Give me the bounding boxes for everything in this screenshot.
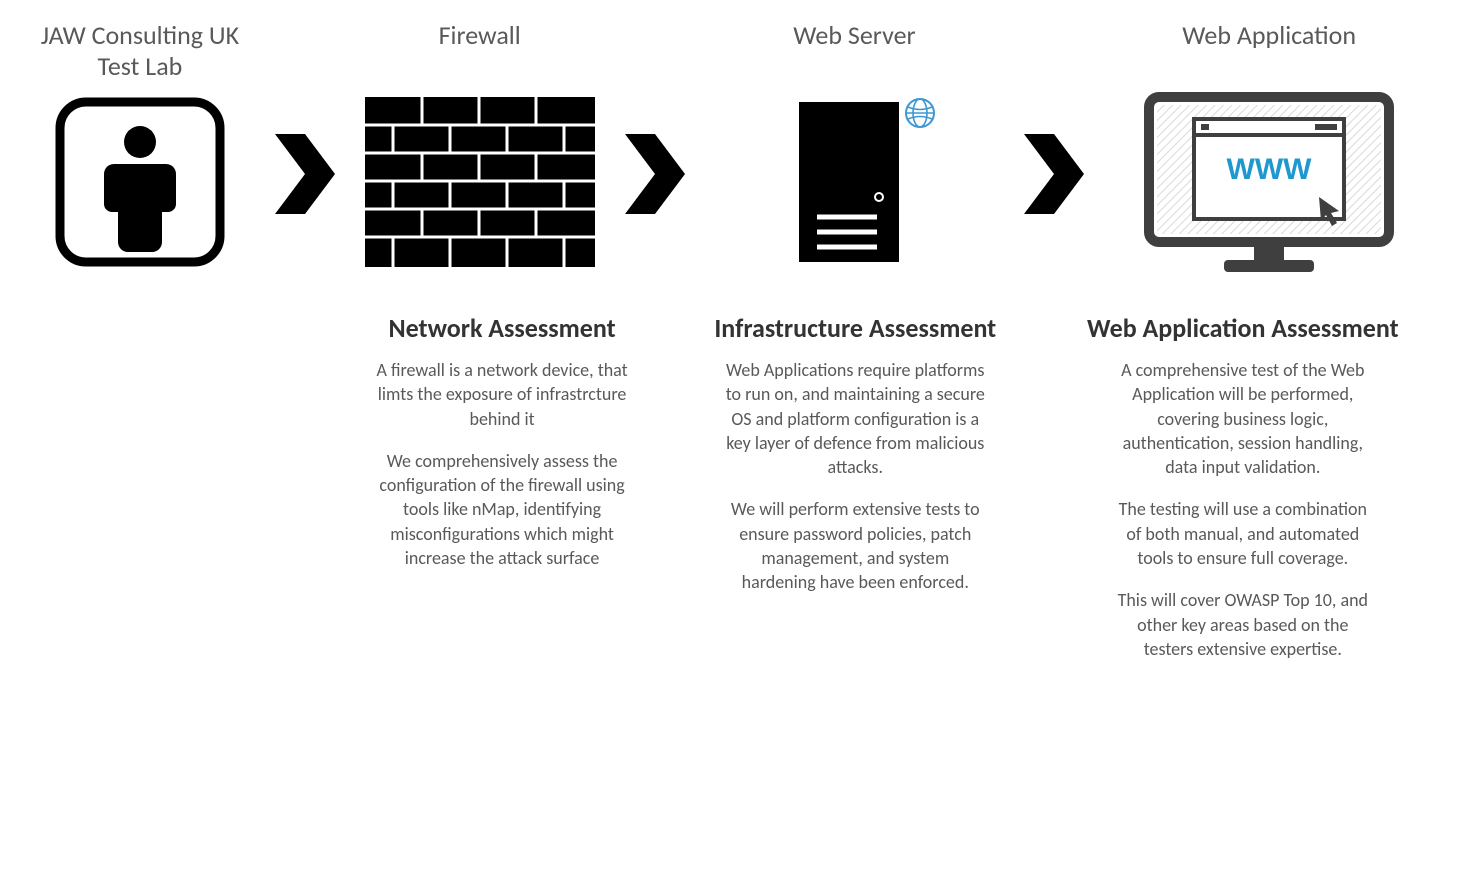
monitor-www-icon: WWW (1139, 92, 1399, 272)
webapp-assessment-col: Web Application Assessment A comprehensi… (1047, 312, 1439, 679)
network-assessment-col: Network Assessment A firewall is a netwo… (350, 312, 654, 679)
stage-title-webserver: Web Server (793, 20, 915, 84)
spacer (20, 312, 350, 679)
assess-body-infra: Web Applications require platforms to ru… (725, 358, 985, 613)
stage-webapp: Web Application (1099, 20, 1439, 272)
stage-title-testlab: JAW Consulting UK Test Lab (41, 20, 239, 84)
assessment-flow-diagram: JAW Consulting UK Test Lab Firewall (0, 0, 1459, 878)
stage-title-webapp: Web Application (1182, 20, 1356, 84)
assess-title-webapp: Web Application Assessment (1087, 312, 1399, 344)
stage-firewall: Firewall (350, 20, 610, 272)
brick-wall-icon (365, 92, 595, 272)
stage-testlab: JAW Consulting UK Test Lab (20, 20, 260, 272)
chevron-icon (610, 20, 700, 264)
server-globe-icon (769, 92, 939, 272)
chevron-icon (1009, 20, 1099, 264)
assess-body-network: A firewall is a network device, that lim… (372, 358, 632, 588)
person-icon (50, 92, 230, 272)
bottom-row: Network Assessment A firewall is a netwo… (20, 312, 1439, 679)
assess-title-infra: Infrastructure Assessment (714, 312, 996, 344)
top-row: JAW Consulting UK Test Lab Firewall (20, 20, 1439, 272)
stage-title-firewall: Firewall (439, 20, 521, 84)
assess-body-webapp: A comprehensive test of the Web Applicat… (1113, 358, 1373, 679)
chevron-icon (260, 20, 350, 264)
svg-text:WWW: WWW (1227, 153, 1313, 186)
assess-title-network: Network Assessment (389, 312, 616, 344)
stage-webserver: Web Server (700, 20, 1010, 272)
infrastructure-assessment-col: Infrastructure Assessment Web Applicatio… (664, 312, 1047, 679)
